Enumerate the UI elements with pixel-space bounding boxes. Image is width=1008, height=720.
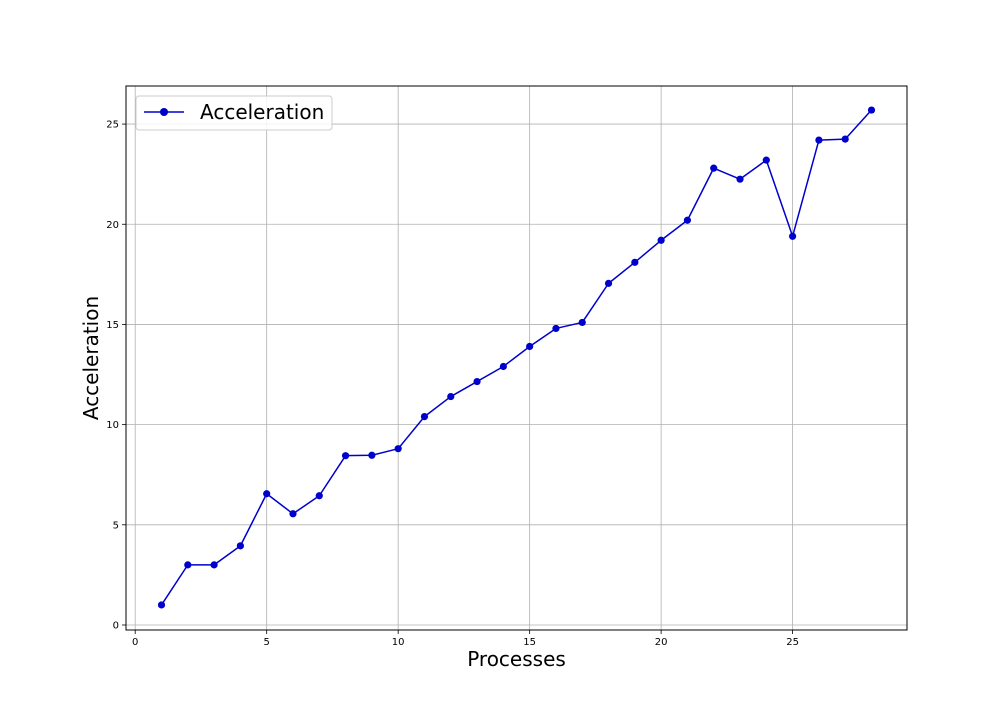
x-axis-label: Processes [467,647,566,671]
data-point [578,318,586,327]
x-tick-label: 20 [655,637,668,648]
data-point [447,392,455,401]
legend-box [135,95,333,131]
y-tick-label: 0 [113,620,119,631]
data-point [762,156,770,164]
data-point [420,413,429,421]
axis-ticks: 0 5 10 15 20 25 0 5 10 15 20 25 [106,120,799,648]
data-point [315,492,323,500]
data-point [867,106,876,114]
data-point [552,324,560,333]
x-tick-label: 15 [523,637,536,648]
data-point [841,135,849,143]
data-point [184,561,192,569]
legend: Acceleration [135,95,333,131]
plot-frame [125,85,908,631]
data-point [683,216,692,224]
y-tick-label: 10 [106,420,119,431]
data-point [236,542,244,550]
data-point [157,601,166,609]
data-point [526,342,534,351]
data-point [710,164,718,172]
data-point [657,236,665,244]
legend-marker-swatch [160,108,168,116]
x-tick-label: 5 [263,637,269,648]
data-point [499,362,507,371]
data-point [604,279,613,287]
series-line [160,109,873,606]
data-point [289,510,297,518]
data-point [394,445,402,453]
x-tick-label: 10 [392,637,405,648]
y-tick-label: 20 [106,220,119,231]
y-axis-label: Acceleration [79,296,103,420]
data-point [631,258,639,266]
data-point [789,232,797,240]
legend-label: Acceleration [200,100,324,124]
x-tick-label: 0 [132,637,138,648]
data-point [815,136,823,144]
data-point [210,561,218,569]
y-tick-label: 15 [106,320,119,331]
x-tick-label: 25 [786,637,799,648]
y-tick-label: 5 [113,520,119,531]
data-point [368,451,376,459]
y-tick-label: 25 [106,120,119,131]
series-layer [157,106,876,609]
data-point [473,377,481,386]
data-point [341,452,350,460]
data-point [736,175,744,183]
grid-lines [126,86,907,630]
data-point [263,490,271,498]
